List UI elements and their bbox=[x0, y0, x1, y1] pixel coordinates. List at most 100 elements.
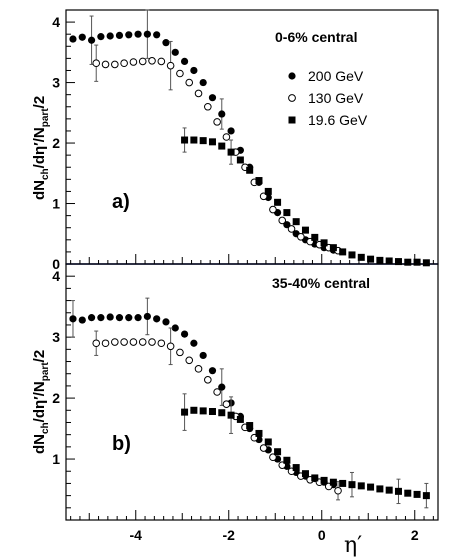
panel-b-axes bbox=[66, 263, 434, 521]
data-point bbox=[134, 314, 142, 322]
data-point bbox=[278, 216, 287, 225]
y-tick-label: 2 bbox=[52, 135, 60, 151]
y-tick-label: 0 bbox=[52, 256, 60, 272]
data-point bbox=[227, 411, 235, 419]
x-tick-label: -4 bbox=[130, 527, 143, 543]
data-point bbox=[190, 406, 198, 414]
data-point bbox=[153, 31, 161, 39]
data-point bbox=[357, 253, 365, 261]
y-tick-label: 3 bbox=[52, 329, 60, 345]
panel-a-frame bbox=[65, 9, 439, 265]
data-point bbox=[320, 239, 328, 247]
series-19gev bbox=[181, 393, 430, 509]
data-point bbox=[227, 148, 235, 156]
data-point bbox=[148, 57, 156, 65]
data-point bbox=[181, 136, 189, 144]
data-point bbox=[259, 444, 268, 452]
data-point bbox=[208, 138, 216, 146]
data-point bbox=[213, 118, 221, 126]
panel-b-label: b) bbox=[112, 433, 131, 455]
data-point bbox=[157, 57, 166, 66]
data-point bbox=[385, 257, 393, 265]
data-point bbox=[422, 259, 430, 267]
x-axis-label: η′ bbox=[344, 533, 362, 558]
y-tick-label: 3 bbox=[52, 75, 60, 91]
data-point bbox=[367, 483, 375, 491]
data-point bbox=[204, 102, 212, 111]
data-point bbox=[120, 338, 128, 346]
data-point bbox=[311, 233, 319, 241]
data-point bbox=[143, 30, 151, 38]
data-point bbox=[78, 33, 86, 41]
data-point bbox=[129, 58, 138, 66]
data-point bbox=[357, 482, 365, 490]
data-point bbox=[199, 407, 207, 415]
data-point bbox=[311, 474, 319, 482]
data-point bbox=[320, 476, 328, 484]
data-point bbox=[143, 312, 151, 321]
data-point bbox=[297, 232, 305, 241]
data-point bbox=[227, 127, 235, 135]
data-point bbox=[218, 383, 226, 391]
data-point bbox=[339, 479, 347, 487]
data-point bbox=[97, 314, 105, 322]
data-point bbox=[185, 78, 194, 87]
data-point bbox=[162, 39, 170, 47]
panel-a: 0 1 2 3 4 dNch/dη′/Npart/2 a) 0-6% central 2… bbox=[31, 9, 439, 272]
series-200gev bbox=[69, 9, 337, 254]
data-point bbox=[208, 94, 217, 102]
data-point bbox=[287, 225, 296, 233]
panel-a-marks bbox=[69, 9, 430, 267]
data-point bbox=[157, 339, 166, 348]
data-point bbox=[106, 313, 114, 321]
panel-b-marks bbox=[69, 297, 430, 509]
data-point bbox=[376, 256, 384, 264]
data-point bbox=[190, 136, 198, 144]
data-point bbox=[348, 251, 356, 259]
data-point bbox=[385, 486, 393, 494]
data-point bbox=[148, 338, 156, 346]
data-point bbox=[413, 258, 421, 266]
y-tick-label: 4 bbox=[52, 14, 60, 30]
data-point bbox=[413, 490, 421, 498]
data-point bbox=[339, 248, 347, 256]
data-point bbox=[87, 314, 96, 322]
data-point bbox=[120, 59, 128, 68]
data-point bbox=[274, 448, 282, 456]
data-point bbox=[301, 470, 309, 478]
panel-a-axes bbox=[66, 9, 438, 265]
panel-b: 1 2 3 4 -4 -2 0 2 dNch/dη′/Npart/2 b) 35-40% c… bbox=[31, 263, 439, 558]
data-point bbox=[162, 318, 170, 326]
data-point bbox=[334, 486, 342, 495]
data-point bbox=[69, 315, 77, 323]
legend-label-130gev: 130 GeV bbox=[308, 90, 364, 106]
data-point bbox=[269, 205, 277, 214]
data-point bbox=[394, 258, 402, 266]
data-point bbox=[283, 456, 291, 464]
data-point bbox=[208, 408, 216, 416]
data-point bbox=[218, 409, 226, 417]
data-point bbox=[185, 356, 194, 365]
data-point bbox=[329, 478, 337, 486]
data-point bbox=[236, 156, 244, 164]
data-point bbox=[292, 464, 300, 472]
data-point bbox=[301, 226, 309, 234]
data-point bbox=[255, 177, 263, 185]
data-point bbox=[329, 244, 337, 252]
data-point bbox=[264, 438, 272, 446]
data-point bbox=[166, 61, 175, 70]
legend: 200 GeV 130 GeV 19.6 GeV bbox=[288, 68, 368, 128]
data-point bbox=[138, 338, 147, 346]
data-point bbox=[194, 365, 203, 373]
data-point bbox=[246, 422, 254, 430]
data-point bbox=[199, 351, 207, 360]
y-tick-label: 4 bbox=[52, 268, 60, 284]
data-point bbox=[194, 89, 203, 98]
panel-b-x-ticks: -4 -2 0 2 bbox=[130, 527, 419, 543]
data-point bbox=[199, 137, 207, 145]
data-point bbox=[222, 133, 231, 141]
panel-a-annotation: 0-6% central bbox=[275, 29, 357, 45]
series-200gev bbox=[69, 297, 337, 489]
data-point bbox=[190, 339, 198, 347]
legend-marker-19gev bbox=[288, 116, 296, 124]
